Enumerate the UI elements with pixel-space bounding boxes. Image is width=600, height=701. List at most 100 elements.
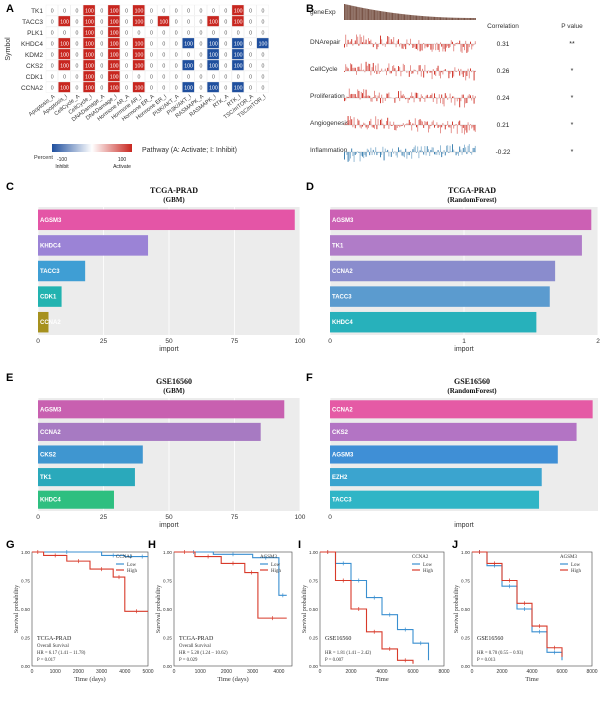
bar [330, 210, 591, 230]
signature-bar [439, 152, 440, 155]
signature-bar [447, 145, 448, 152]
signature-bar [436, 152, 437, 155]
geneexp-bar [454, 18, 455, 20]
signature-bar [356, 97, 357, 98]
signature-bar [417, 125, 418, 132]
x-tick-label: 2 [596, 338, 600, 345]
signature-bar [386, 42, 387, 44]
heatmap-cell-value: 100 [110, 86, 119, 92]
signature-bar [459, 147, 460, 152]
geneexp-bar [458, 18, 459, 20]
bar [330, 468, 542, 486]
geneexp-bar [375, 10, 376, 20]
signature-bar [350, 41, 351, 44]
signature-bar [424, 146, 425, 152]
signature-bar [350, 94, 351, 98]
signature-bar [440, 71, 441, 78]
signature-bar [348, 40, 349, 44]
geneexp-bar [399, 14, 400, 20]
heatmap-cell-value: 0 [51, 64, 54, 70]
geneexp-bar [450, 18, 451, 20]
y-tick-label: 0.25 [461, 636, 470, 641]
x-tick-label: 0 [328, 514, 332, 521]
geneexp-bar [434, 17, 435, 20]
heatmap-cell-value: 100 [135, 64, 144, 70]
signature-bar [410, 122, 411, 125]
signature-bar [358, 152, 359, 153]
signature-bar [475, 71, 476, 72]
panel-letter-G: G [6, 539, 15, 551]
category-label: TK1 [332, 243, 344, 249]
x-tick-label: 75 [231, 338, 239, 345]
signature-bar [351, 119, 352, 125]
signature-bar [387, 94, 388, 98]
signature-bar [432, 147, 433, 152]
signature-bar [370, 119, 371, 125]
signature-bar [387, 150, 388, 152]
chart-subtitle: (RandomForest) [447, 387, 497, 395]
heatmap-cell-value: 0 [200, 75, 203, 81]
signature-bar [378, 64, 379, 71]
geneexp-bar [439, 17, 440, 20]
signature-bar [432, 122, 433, 125]
heatmap-cell-value: 100 [110, 31, 119, 37]
heatmap-cell-value: 100 [60, 20, 69, 26]
heatmap-row-label: KDM2 [25, 52, 43, 59]
signature-bar [385, 44, 386, 47]
signature-bar [403, 152, 404, 156]
bar [330, 445, 558, 463]
signature-bar [375, 95, 376, 98]
y-tick-label: 0.00 [21, 664, 30, 669]
heatmap-cell-value: 0 [249, 64, 252, 70]
signature-bar [344, 152, 345, 160]
signature-bar [348, 116, 349, 125]
signature-bar [439, 125, 440, 127]
panel-letter-D: D [306, 181, 314, 193]
signature-bar [466, 71, 467, 76]
signature-bar [375, 116, 376, 125]
signature-bar [357, 67, 358, 71]
heatmap-cell-value: 0 [76, 20, 79, 26]
heatmap-cell-value: 0 [162, 75, 165, 81]
x-tick-label: 5000 [142, 669, 153, 675]
signature-bar [352, 94, 353, 98]
x-tick-label: 0 [36, 514, 40, 521]
heatmap-cell-value: 0 [249, 53, 252, 59]
signature-bar [466, 98, 467, 103]
signature-bar [465, 41, 466, 44]
signature-bar [458, 98, 459, 99]
signature-bar [474, 148, 475, 152]
signature-bar [438, 44, 439, 50]
heatmap-cell-value: 100 [135, 20, 144, 26]
signature-bar [442, 123, 443, 125]
geneexp-bar [394, 13, 395, 20]
signature-bar [370, 71, 371, 75]
heatmap-cell-value: 0 [125, 86, 128, 92]
signature-bar [422, 151, 423, 152]
x-tick-label: 25 [100, 514, 108, 521]
annot-cohort: GSE16560 [325, 636, 351, 642]
signature-bar [409, 152, 410, 155]
signature-bar [430, 125, 431, 126]
heatmap-legend-min: -100 [57, 157, 67, 163]
signature-bar [470, 42, 471, 44]
geneexp-bar [442, 17, 443, 20]
heatmap-cell-value: 100 [135, 86, 144, 92]
signature-bar [351, 39, 352, 44]
heatmap-cell-value: 0 [249, 42, 252, 48]
geneexp-bar [448, 18, 449, 20]
signature-bar [475, 96, 476, 98]
geneexp-bar [405, 14, 406, 20]
signature-bar [409, 120, 410, 125]
bar [330, 261, 555, 281]
annot-p: P = 0.029 [179, 658, 198, 663]
signature-bar [397, 152, 398, 158]
geneexp-bar [451, 18, 452, 20]
heatmap-cell-value: 0 [51, 53, 54, 59]
signature-bar [374, 125, 375, 129]
heatmap-cell-value: 100 [135, 42, 144, 48]
signature-bar [396, 71, 397, 76]
signature-bar [468, 96, 469, 98]
geneexp-bar [466, 18, 467, 20]
